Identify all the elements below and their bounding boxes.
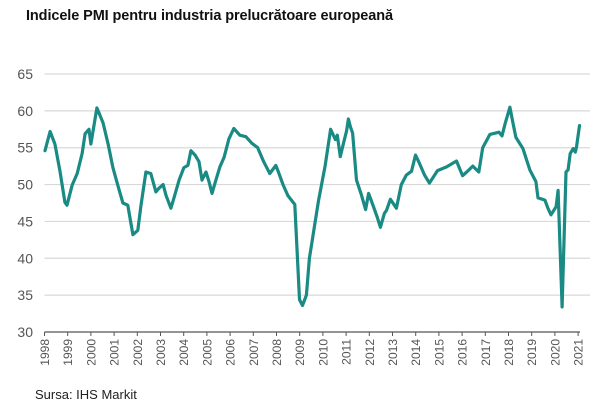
y-tick-label: 30 <box>17 324 33 340</box>
x-tick-label: 2011 <box>340 339 354 365</box>
x-tick-label: 2000 <box>84 339 98 366</box>
x-tick-label: 1999 <box>61 339 75 366</box>
y-tick-label: 45 <box>17 213 33 229</box>
x-tick-label: 2018 <box>502 339 516 366</box>
x-tick-label: 1998 <box>38 339 52 366</box>
x-tick-label: 2006 <box>224 339 238 366</box>
gridlines <box>44 73 590 296</box>
x-tick-label: 2017 <box>479 339 493 366</box>
x-tick-label: 2002 <box>131 339 145 366</box>
x-tick-label: 2009 <box>293 339 307 366</box>
x-tick-label: 2007 <box>247 339 261 366</box>
x-tick-label: 2001 <box>108 339 122 366</box>
x-axis: 1998 1999 2000 2001 2002 2003 2004 2005 2006 2007… <box>38 331 586 366</box>
y-tick-label: 65 <box>17 66 33 82</box>
x-tick-label: 2004 <box>177 339 191 366</box>
y-tick-label: 60 <box>17 103 33 119</box>
x-tick-label: 2010 <box>316 339 330 366</box>
y-axis: 30 35 40 45 50 55 60 65 <box>17 66 33 340</box>
series-group <box>43 105 582 309</box>
y-tick-label: 50 <box>17 177 33 193</box>
x-tick-label: 2015 <box>432 339 446 366</box>
y-tick-label: 40 <box>17 250 33 266</box>
x-tick-label: 2014 <box>409 339 423 366</box>
x-tick-label: 2019 <box>525 339 539 366</box>
x-tick-label: 2016 <box>456 339 470 366</box>
y-tick-label: 55 <box>17 140 33 156</box>
series-line-pmi <box>43 105 582 309</box>
y-tick-label: 35 <box>17 287 33 303</box>
x-tick-label: 2005 <box>200 339 214 366</box>
x-tick-label: 2013 <box>386 339 400 366</box>
x-tick-label: 2012 <box>363 339 377 366</box>
x-tick-label: 2003 <box>154 339 168 366</box>
source-note: Sursa: IHS Markit <box>35 387 137 402</box>
x-tick-label: 2021 <box>572 339 586 366</box>
x-tick-label: 2008 <box>270 339 284 366</box>
chart-title: Indicele PMI pentru industria prelucrăto… <box>26 8 393 24</box>
x-tick-label: 2020 <box>548 339 562 366</box>
